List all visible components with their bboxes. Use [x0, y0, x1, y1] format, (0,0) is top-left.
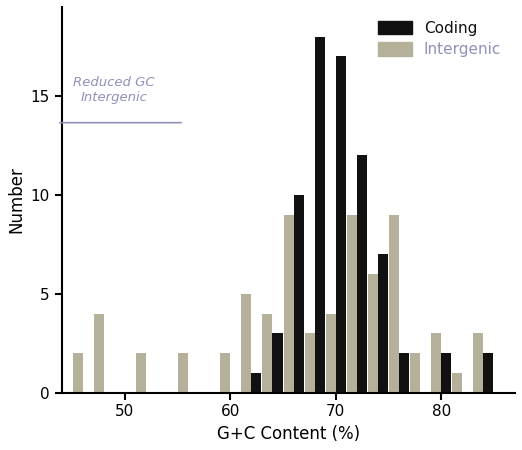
- Text: Reduced GC
Intergenic: Reduced GC Intergenic: [73, 76, 155, 104]
- X-axis label: G+C Content (%): G+C Content (%): [217, 425, 360, 443]
- Bar: [136, 353, 146, 393]
- Bar: [241, 294, 252, 393]
- Bar: [283, 215, 293, 393]
- Bar: [483, 353, 493, 393]
- Bar: [473, 333, 483, 393]
- Bar: [336, 56, 346, 393]
- Bar: [252, 373, 262, 393]
- Bar: [272, 333, 282, 393]
- Bar: [378, 254, 388, 393]
- Bar: [293, 195, 304, 393]
- Bar: [452, 373, 462, 393]
- Bar: [399, 353, 409, 393]
- Bar: [357, 155, 367, 393]
- Legend: Coding, Intergenic: Coding, Intergenic: [372, 14, 507, 63]
- Bar: [389, 215, 399, 393]
- Bar: [431, 333, 441, 393]
- Bar: [305, 333, 315, 393]
- Bar: [441, 353, 451, 393]
- Y-axis label: Number: Number: [7, 166, 25, 233]
- Bar: [315, 36, 325, 393]
- Bar: [94, 314, 104, 393]
- Bar: [220, 353, 230, 393]
- Bar: [73, 353, 82, 393]
- Bar: [410, 353, 420, 393]
- Bar: [326, 314, 336, 393]
- Bar: [347, 215, 357, 393]
- Bar: [263, 314, 272, 393]
- Bar: [178, 353, 188, 393]
- Bar: [368, 274, 378, 393]
